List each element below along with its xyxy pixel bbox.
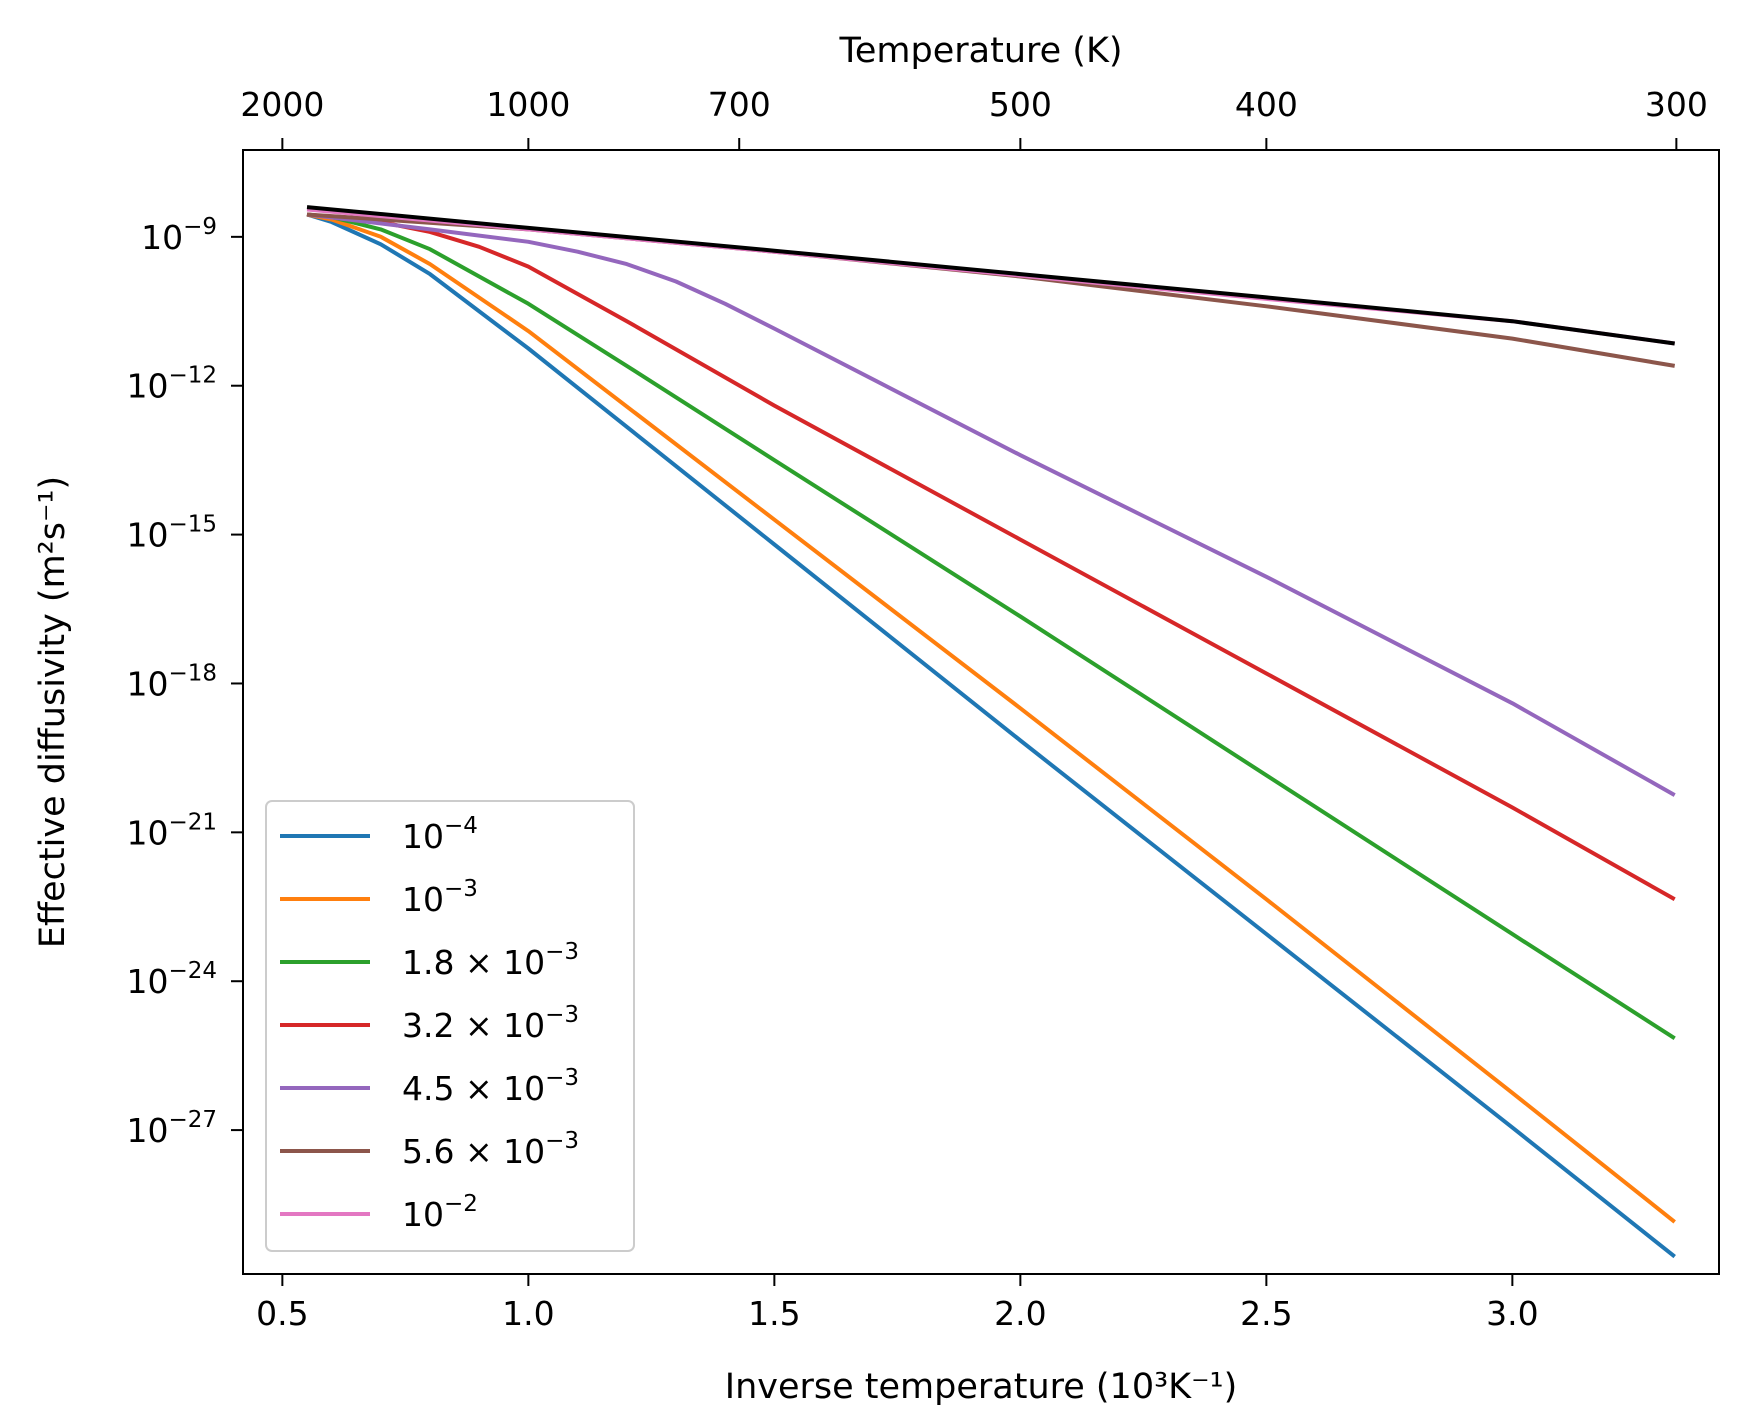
top-tick-label: 1000	[486, 85, 570, 124]
legend-label: 5.6 × 10−3	[402, 1128, 579, 1171]
y-tick-label: 10−18	[126, 660, 217, 703]
top-tick-label: 2000	[240, 85, 324, 124]
y-tick-base: 10	[126, 962, 168, 1001]
y-tick-base: 10	[126, 516, 168, 555]
y-axis-label: Effective diffusivity (m²s⁻¹)	[33, 476, 73, 948]
top-tick-label: 400	[1235, 85, 1298, 124]
series-line-5	[306, 212, 1676, 368]
series-line-6	[306, 207, 1675, 346]
legend-label-exponent: −2	[444, 1191, 478, 1217]
legend-label-main: 4.5 × 10	[402, 1069, 545, 1108]
legend-label-exponent: −3	[545, 1128, 579, 1154]
y-tick-exponent: −24	[168, 958, 217, 984]
legend-label-main: 10	[402, 880, 444, 919]
series-line-4	[306, 212, 1676, 797]
x-tick-label: 1.0	[502, 1294, 554, 1333]
x-tick-label: 2.0	[994, 1294, 1046, 1333]
y-tick-base: 10	[126, 664, 168, 703]
legend-label: 1.8 × 10−3	[402, 939, 579, 982]
y-tick-label: 10−24	[126, 958, 217, 1001]
top-tick-label: 700	[708, 85, 771, 124]
legend: 10−410−31.8 × 10−33.2 × 10−34.5 × 10−35.…	[265, 800, 635, 1252]
legend-label-main: 1.8 × 10	[402, 943, 545, 982]
top-tick-label: 500	[989, 85, 1052, 124]
legend-label-main: 10	[402, 817, 444, 856]
x-tick-label: 3.0	[1486, 1294, 1538, 1333]
legend-label-exponent: −3	[545, 1002, 579, 1028]
y-tick-exponent: −27	[168, 1107, 217, 1133]
y-tick-exponent: −12	[168, 363, 217, 389]
legend-label: 10−4	[402, 813, 478, 856]
y-tick-label: 10−21	[126, 809, 217, 852]
legend-label: 3.2 × 10−3	[402, 1002, 579, 1045]
legend-label: 4.5 × 10−3	[402, 1065, 579, 1108]
x-tick-label: 0.5	[256, 1294, 308, 1333]
y-tick-exponent: −9	[183, 214, 217, 240]
y-tick-exponent: −21	[168, 809, 217, 835]
legend-label-main: 10	[402, 1195, 444, 1234]
legend-label-exponent: −3	[545, 939, 579, 965]
series-line-2	[306, 212, 1676, 1040]
top-x-axis: 2000 1000 700 500 400 300	[240, 85, 1708, 150]
legend-label-exponent: −3	[545, 1065, 579, 1091]
x-tick-label: 1.5	[748, 1294, 800, 1333]
series-line-0	[306, 212, 1676, 1259]
series-layer	[306, 205, 1676, 1259]
top-tick-label: 300	[1645, 85, 1708, 124]
y-tick-label: 10−27	[126, 1107, 217, 1150]
y-tick-base: 10	[126, 367, 168, 406]
legend-label-main: 5.6 × 10	[402, 1132, 545, 1171]
y-tick-label: 10−15	[126, 512, 217, 555]
legend-box	[265, 800, 635, 1252]
legend-label: 10−3	[402, 876, 478, 919]
legend-label-exponent: −4	[444, 813, 478, 839]
legend-entries: 10−410−31.8 × 10−33.2 × 10−34.5 × 10−35.…	[280, 813, 579, 1234]
plot-frame	[242, 149, 1720, 1275]
legend-label-main: 3.2 × 10	[402, 1006, 545, 1045]
y-tick-label: 10−12	[126, 363, 217, 406]
y-tick-base: 10	[126, 813, 168, 852]
x-axis-label: Inverse temperature (10³K⁻¹)	[725, 1367, 1238, 1407]
legend-label-exponent: −3	[444, 876, 478, 902]
y-tick-base: 10	[141, 218, 183, 257]
y-tick-base: 10	[126, 1111, 168, 1150]
legend-label: 10−2	[402, 1191, 478, 1234]
series-line-1	[306, 212, 1676, 1224]
y-tick-exponent: −18	[168, 660, 217, 686]
series-line-7	[306, 205, 1675, 346]
bottom-x-axis: 0.5 1.0 1.5 2.0 2.5 3.0	[256, 1274, 1539, 1333]
top-axis-label: Temperature (K)	[838, 31, 1122, 71]
x-tick-label: 2.5	[1240, 1294, 1292, 1333]
y-tick-label: 10−9	[141, 214, 217, 257]
y-tick-exponent: −15	[168, 512, 217, 538]
